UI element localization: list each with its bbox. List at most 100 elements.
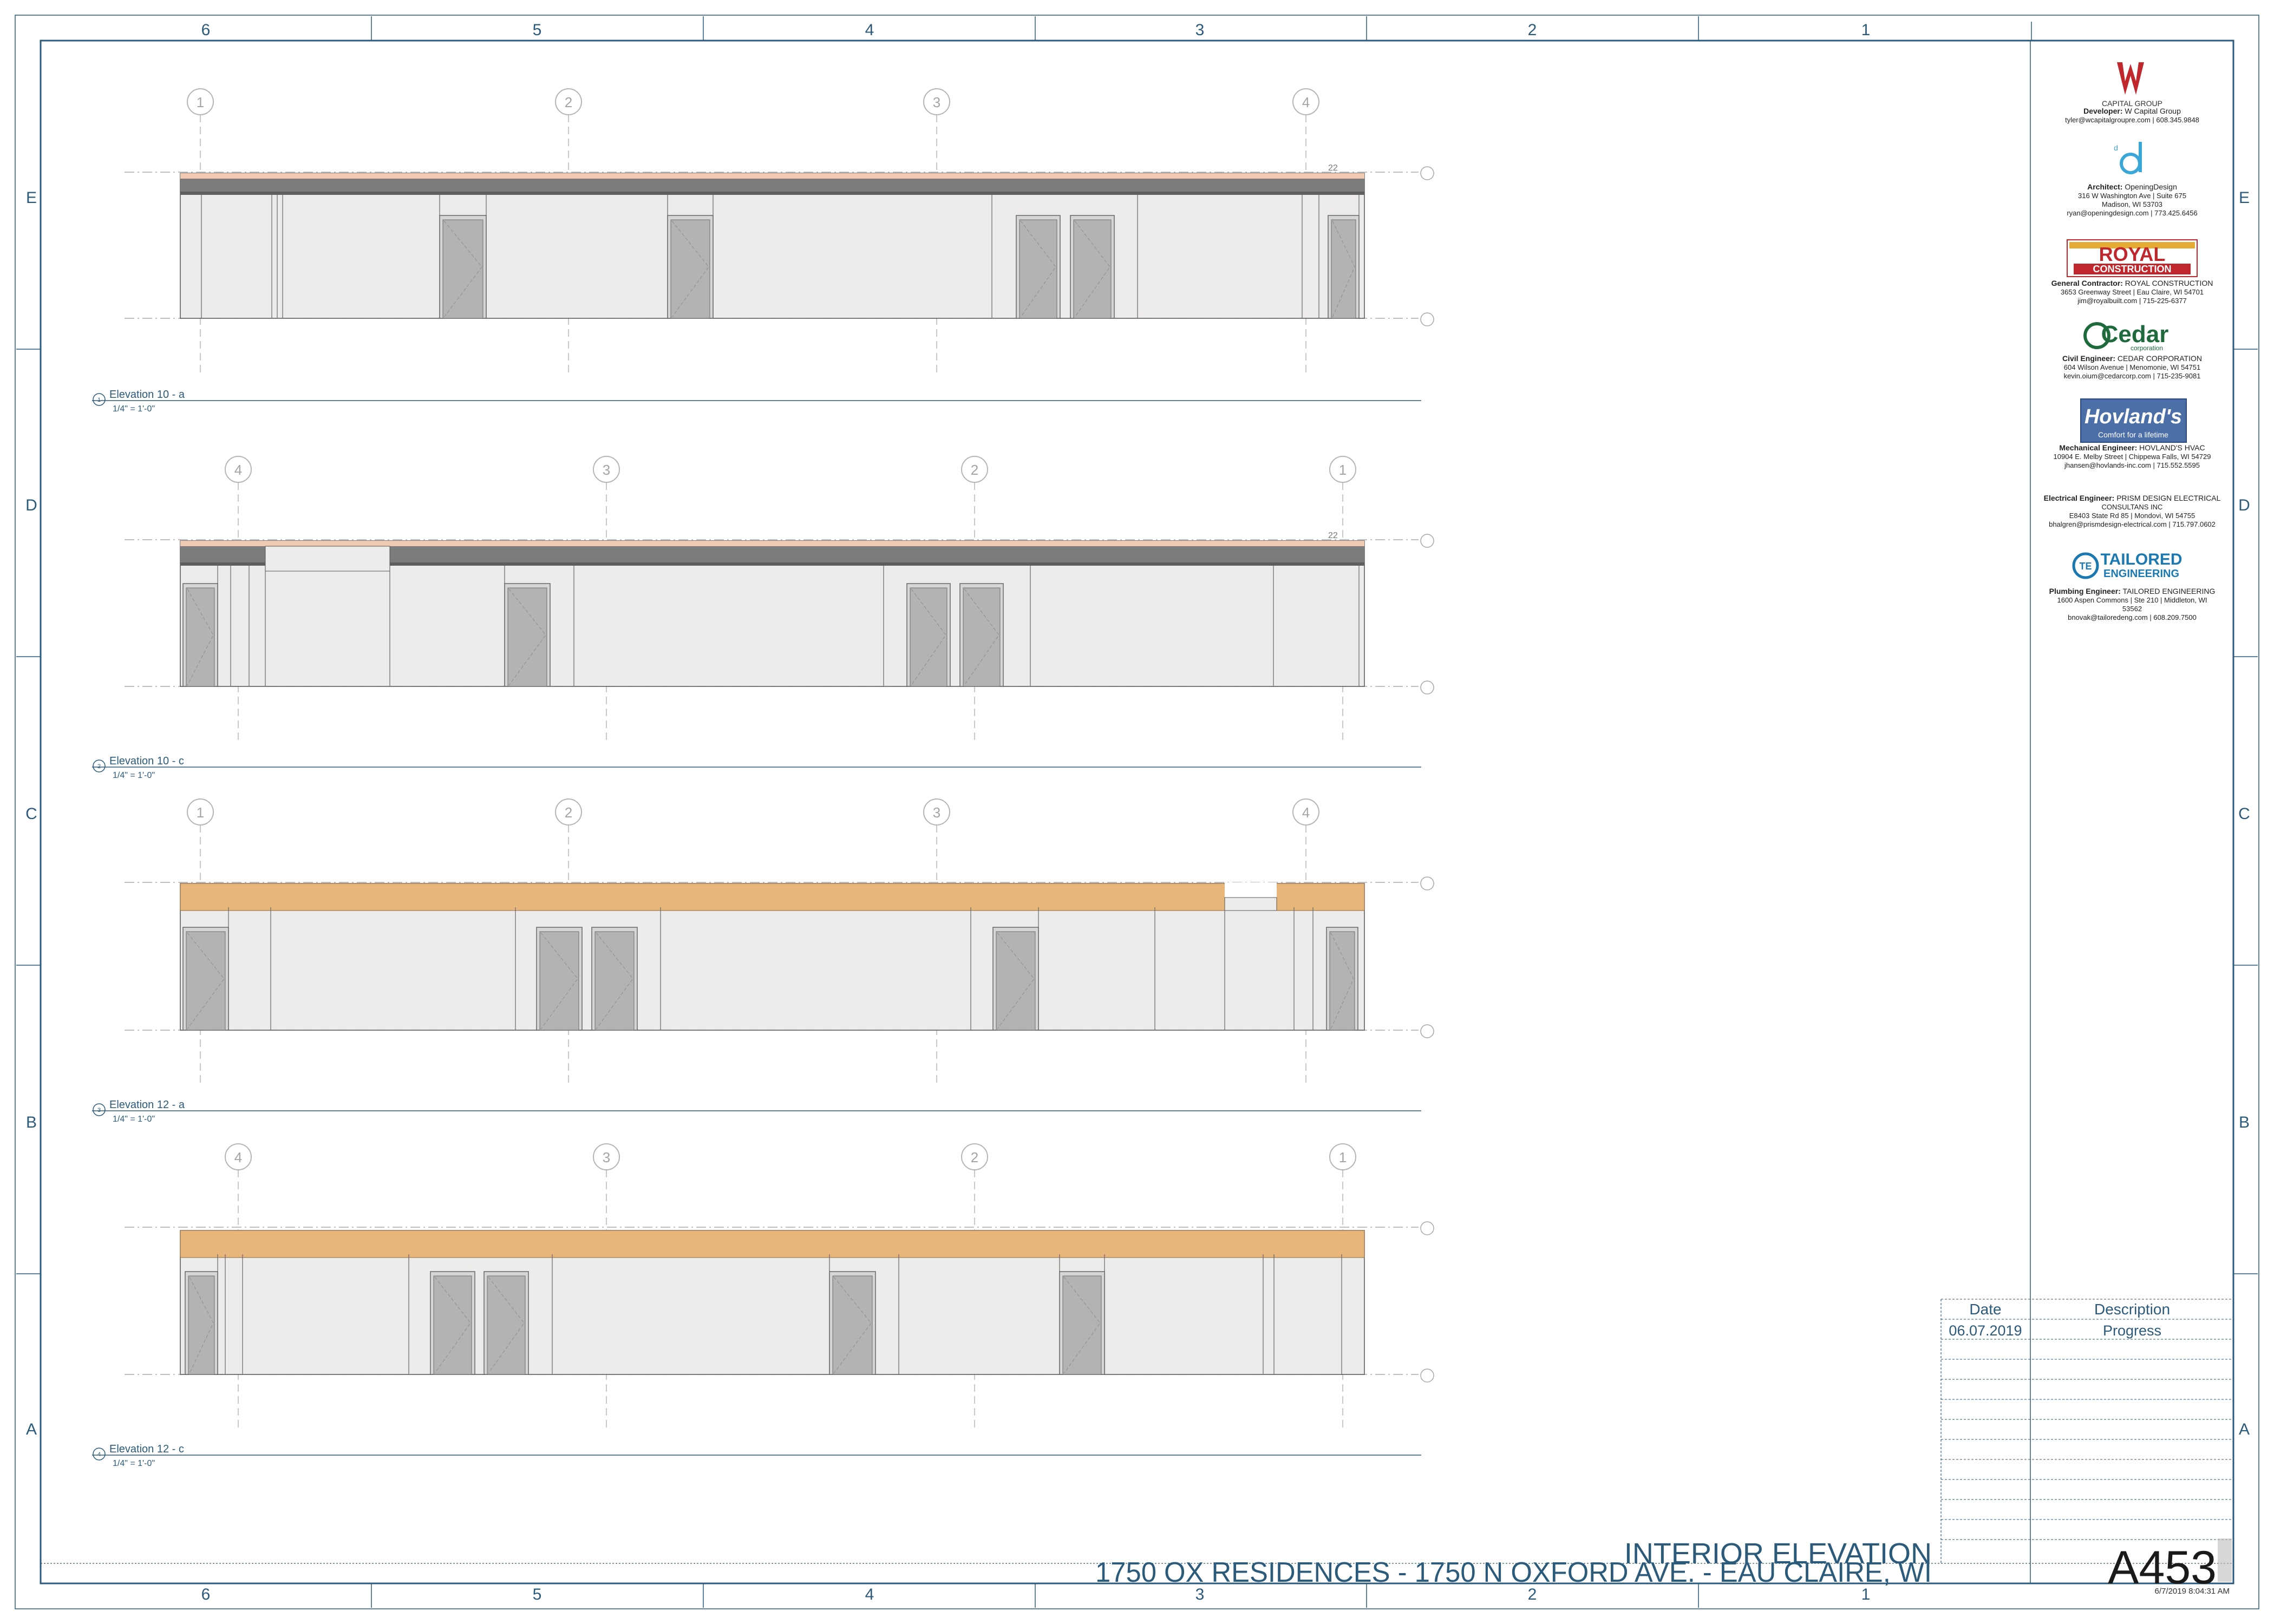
door-swing-line <box>1020 220 1056 318</box>
grid-bubble <box>923 798 950 826</box>
grid-bubble <box>961 1143 988 1170</box>
level-marker-icon <box>1420 876 1434 890</box>
consultant-detail: 53562 <box>2122 605 2142 613</box>
door-leaf <box>1331 219 1356 319</box>
level-marker-icon <box>1420 166 1434 180</box>
grid-row-label-right: C <box>2238 805 2250 823</box>
consultant-role: Architect: <box>2087 182 2122 191</box>
consultant-heading: Plumbing Engineer: TAILORED ENGINEERING <box>2049 587 2216 595</box>
view-number: 1 <box>97 397 101 403</box>
cedar-logo-icon <box>2083 322 2110 349</box>
hovlands-logo-box <box>2080 398 2187 443</box>
door-swing-line <box>671 220 709 318</box>
sheet-number: A453 <box>2108 1542 2217 1594</box>
consultant-name: CEDAR CORPORATION <box>2115 354 2202 363</box>
consultant-logo-subtext: CONSTRUCTION <box>2093 264 2172 274</box>
consultant-heading: Developer: W Capital Group <box>2083 107 2181 115</box>
grid-column-label-top: 5 <box>533 21 542 39</box>
view-scale: 1/4" = 1'-0" <box>113 404 155 414</box>
consultant-detail: 316 W Washington Ave | Suite 675 <box>2078 192 2186 200</box>
grid-column-label-top: 4 <box>865 21 874 39</box>
view-scale: 1/4" = 1'-0" <box>113 1459 155 1468</box>
soffit-band <box>180 1230 1365 1258</box>
elevation-views: 22712341Elevation 10 - a1/4" = 1'-0"2243… <box>92 88 1434 1468</box>
grid-bubble-label: 3 <box>603 462 610 478</box>
drawing-title: INTERIOR ELEVATION <box>1624 1537 1932 1570</box>
wcapital-logo-icon <box>2117 62 2144 95</box>
consultant-detail: jim@royalbuilt.com | 715-225-6377 <box>2077 297 2187 305</box>
soffit-step-wall <box>1224 897 1277 911</box>
consultant-role: Mechanical Engineer: <box>2059 443 2137 452</box>
door-swing-line <box>1330 932 1354 1030</box>
door-leaf <box>433 1275 472 1375</box>
grid-bubble <box>1292 798 1319 826</box>
grid-column-label-top: 2 <box>1528 21 1537 39</box>
consultant-heading: Civil Engineer: CEDAR CORPORATION <box>2062 354 2202 363</box>
door-swing-line <box>434 1276 471 1374</box>
grid-bubble <box>961 456 988 483</box>
grid-bubble <box>225 456 252 483</box>
view-number: 2 <box>97 763 101 770</box>
consultant-name: ROYAL CONSTRUCTION <box>2123 279 2213 287</box>
consultant-detail: bnovak@tailoredeng.com | 608.209.7500 <box>2068 613 2197 621</box>
ceiling-trim <box>180 541 1364 546</box>
grid-bubble-label: 1 <box>197 94 204 110</box>
plot-timestamp: 6/7/2019 8:04:31 AM <box>2155 1587 2230 1596</box>
grid-bubble-label: 4 <box>234 1149 242 1165</box>
consultant-detail: tyler@wcapitalgroupre.com | 608.345.9848 <box>2065 116 2199 124</box>
bulkhead-shadow <box>180 192 1364 195</box>
grid-bubble <box>187 88 214 115</box>
wall-elevation <box>180 173 1365 319</box>
consultant-logo-subtext: corporation <box>2131 344 2163 352</box>
grid-bubble-label: 4 <box>234 462 242 478</box>
consultant-detail: bhalgren@prismdesign-electrical.com | 71… <box>2049 520 2216 528</box>
grid-column-label-top: 6 <box>201 21 211 39</box>
consultant-heading: General Contractor: ROYAL CONSTRUCTION <box>2051 279 2213 287</box>
grid-bubble <box>1292 88 1319 115</box>
elevation-view: 22 4 3 2 1 2 Elevation 10 - c 1/4" = 1'-0" <box>92 456 1434 780</box>
grid-bubble <box>923 88 950 115</box>
door-leaf <box>188 1275 215 1375</box>
grid-row-label-left: C <box>25 805 37 823</box>
title-block: INTERIOR ELEVATION 1750 OX RESIDENCES - … <box>1095 1537 2232 1596</box>
revision-header-description: Description <box>2094 1301 2170 1318</box>
door-swing-line <box>187 932 225 1030</box>
consultant-logo-text: Hovland's <box>2084 405 2182 428</box>
grid-column-label-bottom: 1 <box>1861 1586 1871 1603</box>
revision-description: Progress <box>2103 1322 2161 1339</box>
door-swing-line <box>997 932 1035 1030</box>
ceiling-trim <box>180 173 1364 179</box>
consultant-name: TAILORED ENGINEERING <box>2121 587 2216 595</box>
grid-bubble-label: 2 <box>971 462 978 478</box>
view-number: 3 <box>97 1107 101 1114</box>
consultant-detail: 1600 Aspen Commons | Ste 210 | Middleton… <box>2057 596 2207 604</box>
door-leaf <box>1329 931 1355 1031</box>
view-number-bubble <box>93 759 106 772</box>
consultant-name: PRISM DESIGN ELECTRICAL <box>2114 494 2220 502</box>
grid-column-label-top: 3 <box>1195 21 1205 39</box>
door-leaf <box>832 1275 873 1375</box>
view-number-bubble <box>93 393 106 406</box>
level-marker-icon <box>1420 680 1434 695</box>
soffit-band <box>180 883 1365 911</box>
door-swing-line <box>508 588 546 686</box>
grid-column-label-bottom: 2 <box>1528 1586 1537 1603</box>
consultant-logo-text: d <box>2114 143 2118 152</box>
elevation-view: 2712343Elevation 12 - a1/4" = 1'-0" <box>92 798 1434 1124</box>
royal-logo-crown-band <box>2069 242 2195 248</box>
grid-bubble <box>1329 456 1356 483</box>
consultant-logo-subtext: Comfort for a lifetime <box>2098 430 2168 439</box>
door-leaf <box>442 219 483 319</box>
door-swing-line <box>964 588 999 686</box>
door-swing-line <box>189 1276 214 1374</box>
tailored-logo-icon <box>2072 552 2099 579</box>
grid-bubble-label: 2 <box>971 1149 978 1165</box>
grid-column-label-top: 1 <box>1861 21 1871 39</box>
door-swing-line <box>443 220 482 318</box>
grid-bubble-label: 3 <box>933 94 940 110</box>
